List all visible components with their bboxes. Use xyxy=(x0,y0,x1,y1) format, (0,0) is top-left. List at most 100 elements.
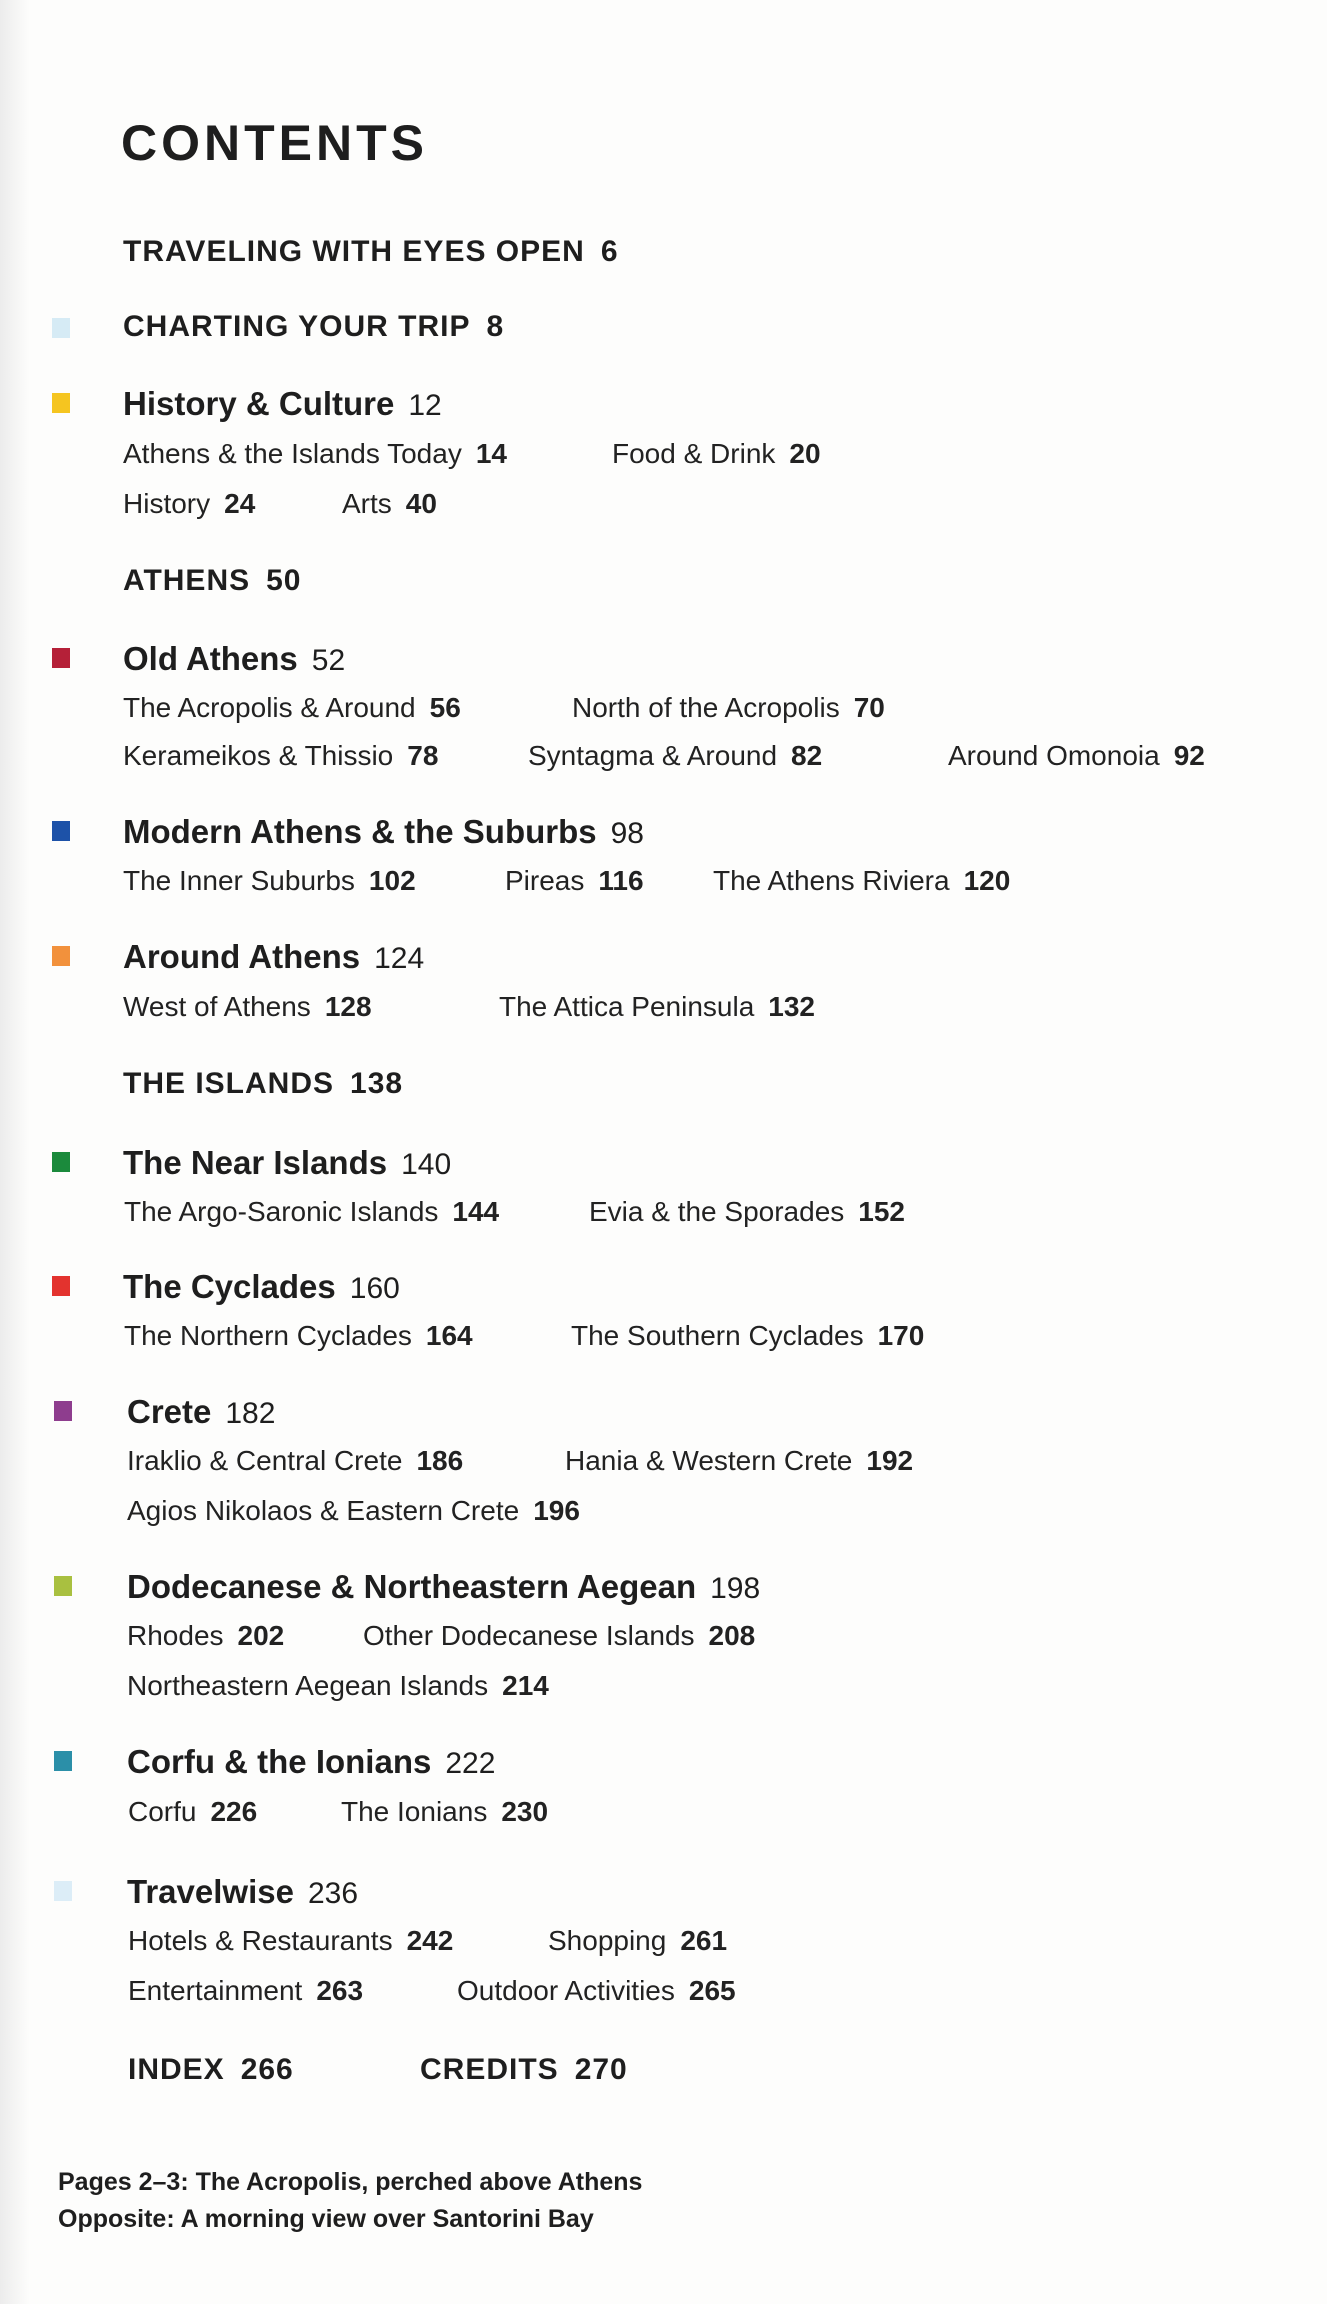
subentry-title: Athens & the Islands Today xyxy=(123,438,462,469)
entry-page: 6 xyxy=(600,235,619,268)
entry-title: Modern Athens & the Suburbs xyxy=(123,813,597,850)
toc-chapter-the-cyclades[interactable]: The Cyclades 160 xyxy=(123,1270,400,1304)
subentry-title: Iraklio & Central Crete xyxy=(127,1445,403,1476)
toc-subentry[interactable]: Rhodes 202 xyxy=(127,1622,284,1650)
subentry-title: The Attica Peninsula xyxy=(499,991,755,1022)
subentry-page: 132 xyxy=(768,991,815,1022)
toc-chapter-around-athens[interactable]: Around Athens 124 xyxy=(123,940,424,974)
subentry-page: 164 xyxy=(425,1320,473,1351)
toc-subentry[interactable]: Arts 40 xyxy=(342,490,437,518)
color-tab-marker xyxy=(54,1401,72,1421)
subentry-title: Arts xyxy=(342,488,392,519)
toc-subentry[interactable]: Entertainment 263 xyxy=(128,1977,363,2005)
toc-part-athens[interactable]: ATHENS 50 xyxy=(123,566,302,596)
toc-subentry[interactable]: Around Omonoia 92 xyxy=(948,742,1205,770)
toc-subentry[interactable]: Agios Nikolaos & Eastern Crete 196 xyxy=(127,1497,580,1525)
subentry-page: 192 xyxy=(866,1445,914,1476)
toc-subentry[interactable]: The Athens Riviera 120 xyxy=(713,867,1010,895)
toc-chapter-travelwise[interactable]: Travelwise 236 xyxy=(127,1875,358,1909)
toc-subentry[interactable]: Hotels & Restaurants 242 xyxy=(128,1927,453,1955)
toc-subentry[interactable]: The Northern Cyclades 164 xyxy=(124,1322,473,1350)
toc-entry-credits[interactable]: CREDITS 270 xyxy=(420,2055,628,2085)
subentry-title: Agios Nikolaos & Eastern Crete xyxy=(127,1495,520,1526)
subentry-page: 186 xyxy=(416,1445,464,1476)
entry-title: TRAVELING WITH EYES OPEN xyxy=(123,235,585,268)
toc-subentry[interactable]: Shopping 261 xyxy=(548,1927,727,1955)
subentry-page: 78 xyxy=(407,740,439,771)
entry-title: Around Athens xyxy=(123,938,361,975)
photo-caption: Pages 2–3: The Acropolis, perched above … xyxy=(58,2168,643,2196)
toc-subentry[interactable]: Other Dodecanese Islands 208 xyxy=(363,1622,755,1650)
toc-subentry[interactable]: Food & Drink 20 xyxy=(612,440,821,468)
toc-subentry[interactable]: Athens & the Islands Today 14 xyxy=(123,440,507,468)
photo-caption: Opposite: A morning view over Santorini … xyxy=(58,2205,594,2233)
toc-subentry[interactable]: The Southern Cyclades 170 xyxy=(571,1322,924,1350)
toc-subentry[interactable]: Hania & Western Crete 192 xyxy=(565,1447,913,1475)
toc-subentry[interactable]: Outdoor Activities 265 xyxy=(457,1977,736,2005)
subentry-page: 144 xyxy=(452,1196,500,1227)
subentry-title: The Argo-Saronic Islands xyxy=(124,1196,439,1227)
toc-chapter-history-culture[interactable]: History & Culture 12 xyxy=(123,387,442,421)
subentry-page: 14 xyxy=(475,438,507,469)
toc-chapter-the-near-islands[interactable]: The Near Islands 140 xyxy=(123,1146,451,1180)
toc-chapter-crete[interactable]: Crete 182 xyxy=(127,1395,275,1429)
toc-subentry[interactable]: North of the Acropolis 70 xyxy=(572,694,885,722)
entry-title: CREDITS xyxy=(420,2053,559,2086)
entry-title: ATHENS xyxy=(123,564,251,597)
toc-subentry[interactable]: History 24 xyxy=(123,490,255,518)
subentry-page: 24 xyxy=(224,488,256,519)
toc-part-the-islands[interactable]: THE ISLANDS 138 xyxy=(123,1069,403,1099)
subentry-title: Food & Drink xyxy=(612,438,776,469)
entry-page: 266 xyxy=(240,2053,294,2086)
subentry-page: 214 xyxy=(502,1670,549,1701)
toc-subentry[interactable]: Iraklio & Central Crete 186 xyxy=(127,1447,463,1475)
entry-title: The Near Islands xyxy=(123,1144,388,1181)
color-tab-marker xyxy=(54,1751,72,1771)
entry-title: Corfu & the Ionians xyxy=(127,1743,432,1780)
subentry-page: 82 xyxy=(791,740,823,771)
toc-subentry[interactable]: The Inner Suburbs 102 xyxy=(123,867,416,895)
toc-entry-index[interactable]: INDEX 266 xyxy=(128,2055,294,2085)
toc-subentry[interactable]: Pireas 116 xyxy=(505,867,644,895)
toc-subentry[interactable]: Corfu 226 xyxy=(128,1798,257,1826)
toc-chapter-corfu-the-ionians[interactable]: Corfu & the Ionians 222 xyxy=(127,1745,495,1779)
subentry-title: The Acropolis & Around xyxy=(123,692,416,723)
subentry-title: Northeastern Aegean Islands xyxy=(127,1670,489,1701)
toc-part-charting-your-trip[interactable]: CHARTING YOUR TRIP 8 xyxy=(123,312,504,342)
entry-page: 98 xyxy=(610,817,644,850)
subentry-page: 120 xyxy=(963,865,1011,896)
subentry-title: Hotels & Restaurants xyxy=(128,1925,393,1956)
toc-subentry[interactable]: The Acropolis & Around 56 xyxy=(123,694,461,722)
subentry-title: North of the Acropolis xyxy=(572,692,840,723)
toc-subentry[interactable]: Syntagma & Around 82 xyxy=(528,742,822,770)
toc-chapter-dodecanese-northeastern-aegean[interactable]: Dodecanese & Northeastern Aegean 198 xyxy=(127,1570,760,1604)
toc-subentry[interactable]: The Ionians 230 xyxy=(341,1798,548,1826)
entry-page: 124 xyxy=(374,942,425,975)
subentry-title: Evia & the Sporades xyxy=(589,1196,845,1227)
subentry-page: 116 xyxy=(598,865,644,896)
subentry-title: Kerameikos & Thissio xyxy=(123,740,394,771)
toc-chapter-old-athens[interactable]: Old Athens 52 xyxy=(123,642,345,676)
color-tab-marker xyxy=(52,821,70,841)
toc-subentry[interactable]: Northeastern Aegean Islands 214 xyxy=(127,1672,549,1700)
entry-title: Crete xyxy=(127,1393,212,1430)
subentry-title: The Athens Riviera xyxy=(713,865,950,896)
subentry-page: 56 xyxy=(429,692,461,723)
color-tab-marker xyxy=(52,946,70,966)
toc-subentry[interactable]: Kerameikos & Thissio 78 xyxy=(123,742,438,770)
subentry-page: 20 xyxy=(789,438,821,469)
color-tab-marker xyxy=(52,648,70,668)
subentry-page: 226 xyxy=(210,1796,258,1827)
toc-subentry[interactable]: West of Athens 128 xyxy=(123,993,372,1021)
toc-subentry[interactable]: The Argo-Saronic Islands 144 xyxy=(124,1198,499,1226)
color-tab-marker xyxy=(52,1276,70,1296)
toc-subentry[interactable]: Evia & the Sporades 152 xyxy=(589,1198,905,1226)
entry-title: INDEX xyxy=(128,2053,225,2086)
toc-part-traveling-with-eyes-open[interactable]: TRAVELING WITH EYES OPEN 6 xyxy=(123,237,619,267)
toc-chapter-modern-athens-the-suburbs[interactable]: Modern Athens & the Suburbs 98 xyxy=(123,815,644,849)
subentry-page: 170 xyxy=(877,1320,925,1351)
subentry-title: Outdoor Activities xyxy=(457,1975,675,2006)
toc-subentry[interactable]: The Attica Peninsula 132 xyxy=(499,993,815,1021)
subentry-page: 70 xyxy=(853,692,885,723)
subentry-page: 208 xyxy=(708,1620,756,1651)
